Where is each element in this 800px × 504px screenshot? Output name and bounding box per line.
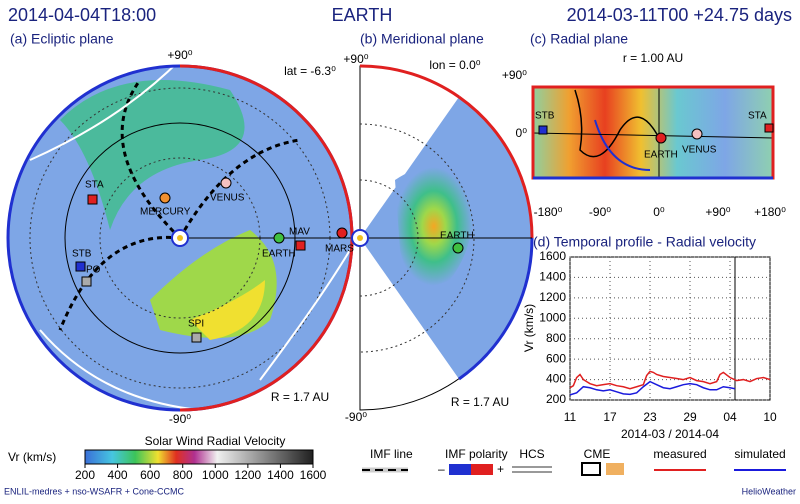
r-label: r = 1.00 AU	[623, 51, 683, 65]
radius-label: R = 1.7 AU	[271, 390, 329, 404]
y-tick-label: 400	[546, 372, 566, 386]
legend-label: CME	[584, 447, 611, 461]
y-tick-label: 800	[546, 331, 566, 345]
object-label: MERCURY	[140, 207, 191, 218]
x-tick-label: 10	[763, 410, 777, 424]
object-label: VENUS	[682, 145, 717, 156]
header-right: 2014-03-11T00 +24.75 days	[567, 5, 792, 25]
legend-label: IMF line	[370, 447, 413, 461]
object-label: SPI	[188, 319, 204, 330]
y-tick-label: 200	[546, 392, 566, 406]
colorbar-label: Vr (km/s)	[8, 450, 56, 464]
plot-area	[569, 256, 771, 401]
object-label: STB	[535, 111, 555, 122]
legend-label: IMF polarity	[445, 447, 508, 461]
colorbar-tick-label: 400	[108, 468, 128, 482]
series-line	[569, 370, 771, 390]
radial-map	[531, 85, 775, 180]
panel-title: (b) Meridional plane	[360, 31, 484, 47]
object-marker	[273, 232, 285, 244]
legend-label: +	[497, 462, 504, 476]
object-label: MAV	[289, 227, 310, 238]
object-label: PO	[86, 265, 101, 276]
object-label: MARS	[325, 244, 354, 255]
x-tick-label: 11	[564, 410, 577, 424]
object-marker	[336, 227, 348, 239]
lon-label: lon = 0.0⁰	[429, 58, 480, 72]
axis-label: +90⁰	[343, 52, 368, 66]
x-tick-label: -90⁰	[589, 205, 611, 219]
object-label: STA	[748, 111, 767, 122]
y-tick-label: 1200	[539, 290, 566, 304]
x-tick-label: 29	[683, 410, 697, 424]
legend-label: HCS	[519, 447, 544, 461]
panel-title: (a) Ecliptic plane	[10, 31, 114, 47]
colorbar-tick-label: 1000	[202, 468, 229, 482]
y-tick-label: 0⁰	[516, 126, 528, 140]
panel-title: (c) Radial plane	[530, 31, 628, 47]
meridional-wedge	[351, 64, 534, 411]
x-tick-label: 23	[643, 410, 657, 424]
object-marker	[220, 177, 232, 189]
series-line	[569, 380, 736, 396]
object-label: EARTH	[262, 249, 296, 260]
object-marker	[75, 261, 86, 272]
colorbar-title: Solar Wind Radial Velocity	[145, 434, 286, 448]
object-label: STB	[72, 249, 92, 260]
footer-right: HelioWeather	[742, 486, 796, 496]
x-tick-label: 17	[603, 410, 617, 424]
x-tick-label: -180⁰	[534, 205, 563, 219]
y-tick-label: 1600	[539, 249, 566, 263]
legend-swatch	[471, 464, 493, 475]
y-axis-label: Vr (km/s)	[522, 304, 536, 352]
x-tick-label: +180⁰	[754, 205, 786, 219]
colorbar	[84, 449, 314, 465]
colorbar-tick-label: 800	[173, 468, 193, 482]
chart-title: (d) Temporal profile - Radial velocity	[533, 234, 756, 250]
object-label: EARTH	[644, 150, 678, 161]
header-left: 2014-04-04T18:00	[8, 5, 156, 25]
legend-swatch	[449, 464, 471, 475]
y-tick-label: +90⁰	[502, 68, 527, 82]
axis-label: +90⁰	[167, 48, 192, 62]
object-marker	[191, 332, 202, 343]
x-tick-label: +90⁰	[705, 205, 730, 219]
object-label: VENUS	[210, 193, 245, 204]
legend-label: simulated	[734, 447, 785, 461]
colorbar-tick-label: 1600	[300, 468, 327, 482]
object-marker	[159, 192, 171, 204]
x-tick-label: 0⁰	[653, 205, 665, 219]
object-marker	[81, 276, 92, 287]
axis-label: -90⁰	[345, 410, 367, 424]
legend-label: –	[438, 462, 445, 476]
axis-label: -90⁰	[169, 412, 191, 426]
object-label: EARTH	[440, 231, 474, 242]
legend-swatch	[606, 463, 624, 475]
y-tick-label: 600	[546, 351, 566, 365]
x-axis-label: 2014-03 / 2014-04	[621, 427, 719, 441]
x-tick-label: 04	[723, 410, 737, 424]
y-tick-label: 1000	[539, 310, 566, 324]
legend: measured simulated	[653, 447, 786, 471]
colorbar-tick-label: 1200	[235, 468, 262, 482]
y-tick-label: 1400	[539, 270, 566, 284]
header-center: EARTH	[332, 5, 393, 25]
lat-label: lat = -6.3⁰	[284, 64, 336, 78]
colorbar-tick-label: 200	[75, 468, 95, 482]
legend-label: measured	[653, 447, 706, 461]
ecliptic-disc	[6, 59, 354, 412]
footer-left: ENLIL-medres + nso-WSAFR + Cone-CCMC	[4, 486, 185, 496]
legend-swatch	[581, 462, 601, 476]
colorbar-tick-label: 600	[140, 468, 160, 482]
object-marker	[87, 194, 98, 205]
object-label: STA	[85, 180, 104, 191]
object-marker	[295, 240, 306, 251]
radius-label: R = 1.7 AU	[451, 395, 509, 409]
colorbar-tick-label: 1400	[267, 468, 294, 482]
